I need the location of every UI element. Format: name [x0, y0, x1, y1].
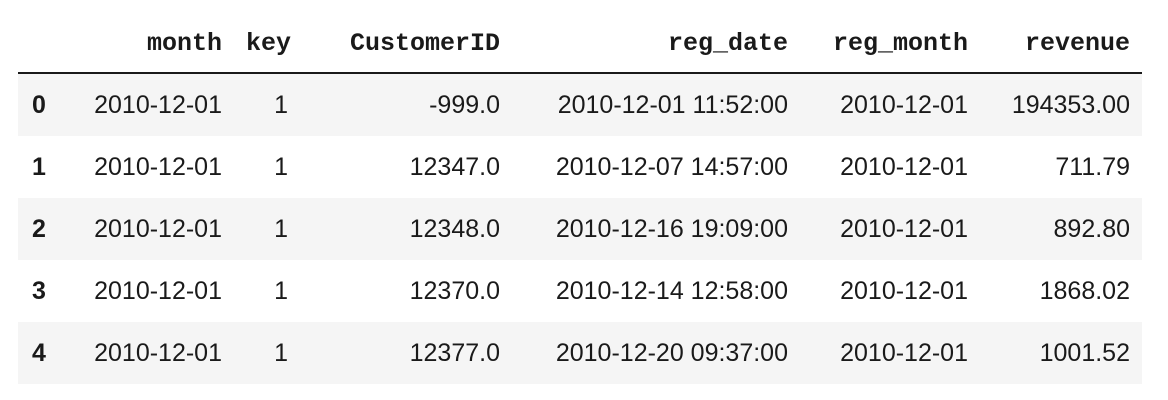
cell-customerid: 12370.0: [409, 276, 500, 305]
column-header-customerid: CustomerID: [300, 14, 512, 74]
cell-reg-month: 2010-12-01: [840, 214, 968, 243]
row-index: 3: [32, 276, 46, 305]
cell-reg-date: 2010-12-16 19:09:00: [555, 214, 788, 243]
column-header-revenue: revenue: [980, 14, 1142, 74]
cell-month: 2010-12-01: [94, 214, 222, 243]
cell-reg-date: 2010-12-14 12:58:00: [555, 276, 788, 305]
cell-reg-month: 2010-12-01: [840, 338, 968, 367]
cell-revenue: 892.80: [1053, 214, 1130, 243]
row-index: 2: [32, 214, 46, 243]
table-row: 4 2010-12-01 1 12377.0 2010-12-20 09:37:…: [18, 322, 1142, 384]
column-header-reg-date: reg_date: [512, 14, 800, 74]
cell-revenue: 1001.52: [1039, 338, 1130, 367]
cell-revenue: 194353.00: [1011, 90, 1130, 119]
cell-revenue: 711.79: [1055, 152, 1130, 181]
cell-month: 2010-12-01: [94, 90, 222, 119]
row-index: 1: [32, 152, 46, 181]
cell-customerid: 12377.0: [409, 338, 500, 367]
cell-revenue: 1868.02: [1039, 276, 1130, 305]
header-row: month key CustomerID reg_date reg_month …: [18, 14, 1142, 74]
cell-reg-date: 2010-12-01 11:52:00: [557, 90, 788, 119]
cell-customerid: 12348.0: [409, 214, 500, 243]
dataframe-table: month key CustomerID reg_date reg_month …: [18, 14, 1142, 384]
cell-month: 2010-12-01: [94, 152, 222, 181]
cell-key: 1: [274, 90, 288, 119]
table-row: 1 2010-12-01 1 12347.0 2010-12-07 14:57:…: [18, 136, 1142, 198]
table-row: 3 2010-12-01 1 12370.0 2010-12-14 12:58:…: [18, 260, 1142, 322]
cell-reg-date: 2010-12-20 09:37:00: [555, 338, 788, 367]
cell-customerid: -999.0: [429, 90, 500, 119]
table-row: 0 2010-12-01 1 -999.0 2010-12-01 11:52:0…: [18, 73, 1142, 136]
column-header-reg-month: reg_month: [800, 14, 980, 74]
cell-key: 1: [274, 214, 288, 243]
cell-key: 1: [274, 276, 288, 305]
cell-key: 1: [274, 152, 288, 181]
row-index: 0: [32, 90, 46, 119]
column-header-key: key: [234, 14, 300, 74]
cell-reg-date: 2010-12-07 14:57:00: [555, 152, 788, 181]
index-header: [18, 14, 64, 74]
cell-reg-month: 2010-12-01: [840, 152, 968, 181]
table-row: 2 2010-12-01 1 12348.0 2010-12-16 19:09:…: [18, 198, 1142, 260]
column-header-month: month: [64, 14, 234, 74]
row-index: 4: [32, 338, 46, 367]
cell-customerid: 12347.0: [409, 152, 500, 181]
cell-reg-month: 2010-12-01: [840, 276, 968, 305]
dataframe-output: month key CustomerID reg_date reg_month …: [18, 14, 1142, 384]
cell-reg-month: 2010-12-01: [840, 90, 968, 119]
cell-key: 1: [274, 338, 288, 367]
cell-month: 2010-12-01: [94, 276, 222, 305]
cell-month: 2010-12-01: [94, 338, 222, 367]
